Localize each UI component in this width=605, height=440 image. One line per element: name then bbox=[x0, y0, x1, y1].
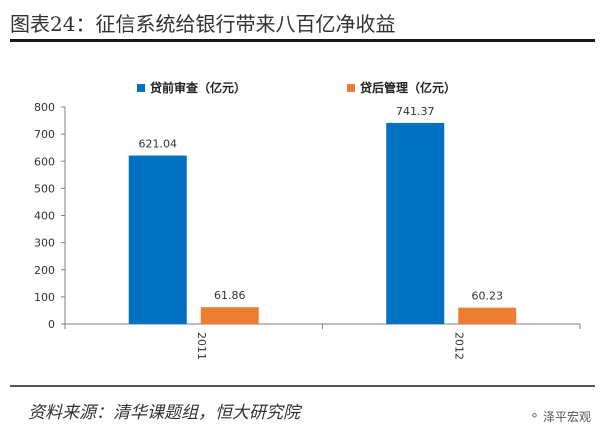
y-tick-label: 100 bbox=[34, 291, 55, 304]
bar-pre-loan-2012 bbox=[386, 122, 445, 325]
data-label: 741.37 bbox=[396, 105, 435, 118]
x-tick-label: 2011 bbox=[195, 332, 208, 360]
bar-post-loan-2011 bbox=[200, 307, 259, 324]
watermark-text: 泽平宏观 bbox=[542, 410, 591, 424]
wechat-icon: ⚬ bbox=[529, 409, 540, 424]
y-tick-label: 300 bbox=[34, 237, 55, 250]
y-tick-label: 600 bbox=[34, 155, 55, 168]
source-note: 资料来源：清华课题组，恒大研究院 bbox=[28, 403, 300, 423]
title-divider bbox=[10, 39, 595, 42]
data-label: 60.23 bbox=[472, 290, 504, 303]
legend-swatch bbox=[137, 84, 145, 92]
bar-pre-loan-2011 bbox=[128, 155, 187, 324]
chart-title: 图表24：征信系统给银行带来八百亿净收益 bbox=[10, 12, 396, 36]
legend-swatch bbox=[347, 84, 355, 92]
y-tick-label: 400 bbox=[34, 210, 55, 223]
bar-post-loan-2012 bbox=[458, 307, 517, 324]
data-label: 621.04 bbox=[139, 138, 178, 151]
y-tick-label: 700 bbox=[34, 128, 55, 141]
y-tick-label: 800 bbox=[34, 101, 55, 114]
y-tick-label: 0 bbox=[48, 318, 55, 331]
data-label: 61.86 bbox=[214, 289, 246, 302]
y-tick-label: 500 bbox=[34, 182, 55, 195]
bar-chart: 0 100 200 300 400 500 600 700 800 621.04 61.86 2011… bbox=[34, 80, 581, 360]
x-tick-label: 2012 bbox=[452, 332, 465, 360]
watermark: ⚬ 泽平宏观 bbox=[529, 408, 591, 425]
legend-label: 贷前审查（亿元） bbox=[150, 80, 246, 95]
legend-label: 贷后管理（亿元） bbox=[360, 80, 456, 95]
source-divider bbox=[10, 385, 595, 387]
y-tick-label: 200 bbox=[34, 264, 55, 277]
